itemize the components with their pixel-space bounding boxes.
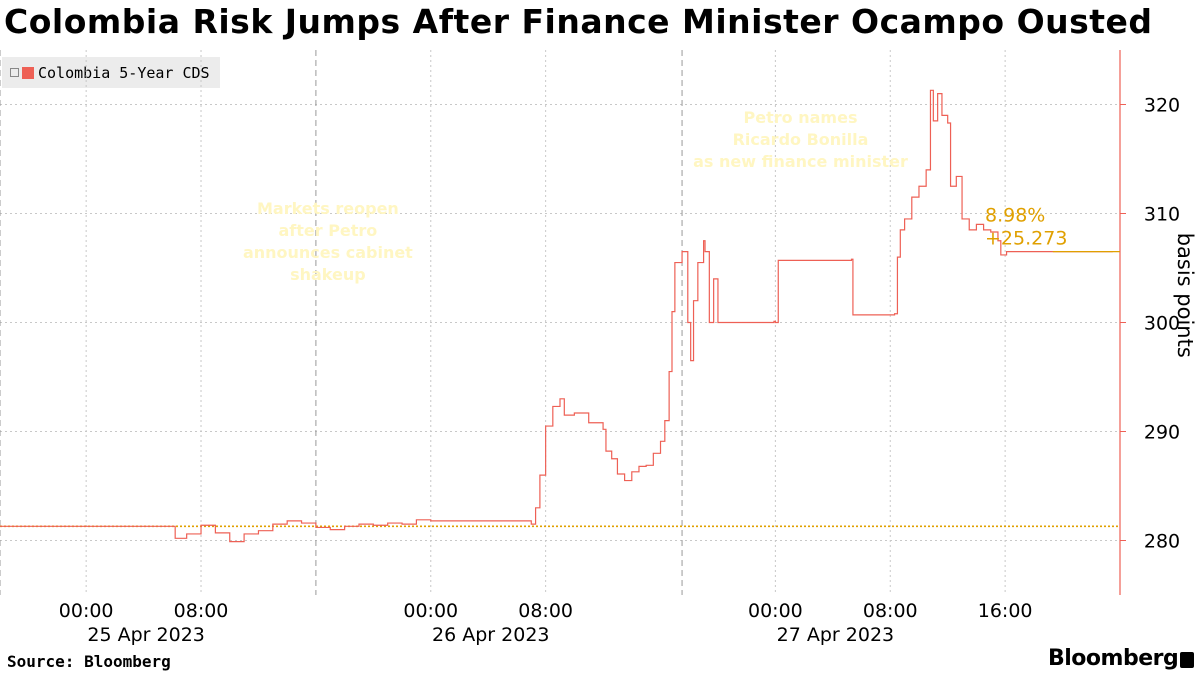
x-tick-time-label: 00:00: [403, 600, 458, 622]
x-tick-time-label: 08:00: [863, 600, 918, 622]
legend-swatch: [22, 66, 34, 79]
page-title: Colombia Risk Jumps After Finance Minist…: [4, 2, 1153, 41]
last-value-pct: 8.98%: [985, 205, 1045, 227]
last-value-change: +25.273: [985, 228, 1067, 250]
y-axis-label: basis points: [1173, 233, 1197, 358]
x-tick-time-label: 08:00: [518, 600, 573, 622]
y-tick-label: 290: [1144, 422, 1180, 444]
event-annotation-text: announces cabinet: [243, 243, 413, 262]
legend-label: Colombia 5-Year CDS: [38, 63, 210, 82]
x-tick-date-label: 27 Apr 2023: [777, 624, 894, 646]
event-annotation-text: Markets reopen: [257, 199, 399, 218]
bloomberg-mark-icon: [1180, 652, 1194, 668]
x-tick-time-label: 00:00: [748, 600, 803, 622]
x-tick-time-label: 08:00: [174, 600, 229, 622]
event-annotation-text: after Petro: [278, 221, 377, 240]
source-note: Source: Bloomberg: [7, 652, 171, 671]
y-tick-label: 320: [1144, 95, 1180, 117]
event-annotation-text: shakeup: [290, 265, 366, 284]
event-annotation-text: Petro names: [744, 108, 858, 127]
event-annotation-text: as new finance minister: [693, 152, 908, 171]
bloomberg-logo: Bloomberg: [1048, 646, 1179, 671]
y-tick-label: 300: [1144, 313, 1180, 335]
y-tick-label: 310: [1144, 204, 1180, 226]
x-tick-time-label: 16:00: [978, 600, 1033, 622]
series-line: [0, 89, 1113, 543]
legend[interactable]: Colombia 5-Year CDS: [2, 57, 220, 88]
legend-toggle-icon[interactable]: [10, 68, 19, 77]
y-tick-label: 280: [1144, 531, 1180, 553]
x-tick-date-label: 25 Apr 2023: [87, 624, 204, 646]
x-tick-date-label: 26 Apr 2023: [432, 624, 549, 646]
event-annotation-text: Ricardo Bonilla: [733, 130, 869, 149]
x-tick-time-label: 00:00: [59, 600, 114, 622]
